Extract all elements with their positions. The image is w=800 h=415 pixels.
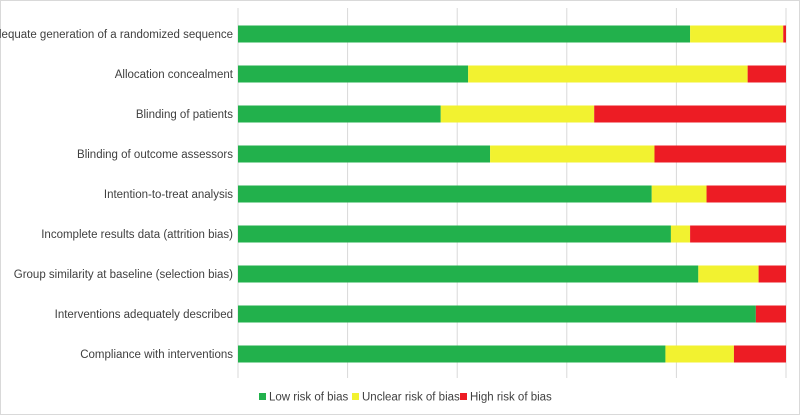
legend-swatch	[352, 393, 359, 400]
category-label: Blinding of outcome assessors	[77, 149, 233, 161]
legend-label: Low risk of bias	[269, 392, 349, 404]
bar-segment	[440, 105, 595, 123]
category-label: Allocation concealment	[115, 69, 234, 81]
category-label: Adequate generation of a randomized sequ…	[0, 29, 233, 41]
legend-swatch	[259, 393, 266, 400]
bar-segment	[665, 345, 734, 363]
bar-segment	[468, 65, 748, 83]
legend-label: High risk of bias	[470, 392, 552, 404]
bar-segment	[747, 65, 786, 83]
bar-segment	[690, 25, 784, 43]
bar-segment	[238, 105, 441, 123]
bar-segment	[654, 145, 786, 163]
bar-segment	[238, 305, 756, 323]
category-labels: Adequate generation of a randomized sequ…	[0, 29, 234, 361]
bar-segment	[783, 25, 786, 43]
bar-segment	[755, 305, 786, 323]
legend: Low risk of bias Unclear risk of bias High…	[259, 392, 552, 404]
category-label: Interventions adequately described	[55, 309, 233, 321]
bar-segment	[238, 25, 691, 43]
bar-segment	[238, 145, 491, 163]
category-label: Blinding of patients	[136, 109, 233, 121]
bar-segment	[733, 345, 786, 363]
bar-segment	[690, 225, 786, 243]
bar-segment	[490, 145, 655, 163]
bar-segment	[238, 185, 652, 203]
bar-segment	[238, 265, 699, 283]
bar-segment	[594, 105, 786, 123]
bar-segment	[238, 65, 469, 83]
category-label: Group similarity at baseline (selection …	[14, 269, 233, 281]
bar-segment	[238, 345, 666, 363]
bar-segment	[698, 265, 759, 283]
bar-segment	[238, 225, 671, 243]
legend-label: Unclear risk of bias	[362, 392, 460, 404]
legend-swatch	[460, 393, 467, 400]
category-label: Compliance with interventions	[80, 349, 233, 361]
bar-segment	[758, 265, 786, 283]
category-label: Intention-to-treat analysis	[104, 189, 233, 201]
bars	[238, 25, 786, 363]
bar-segment	[651, 185, 707, 203]
bar-segment	[670, 225, 691, 243]
category-label: Incomplete results data (attrition bias)	[41, 229, 233, 241]
bar-segment	[706, 185, 786, 203]
